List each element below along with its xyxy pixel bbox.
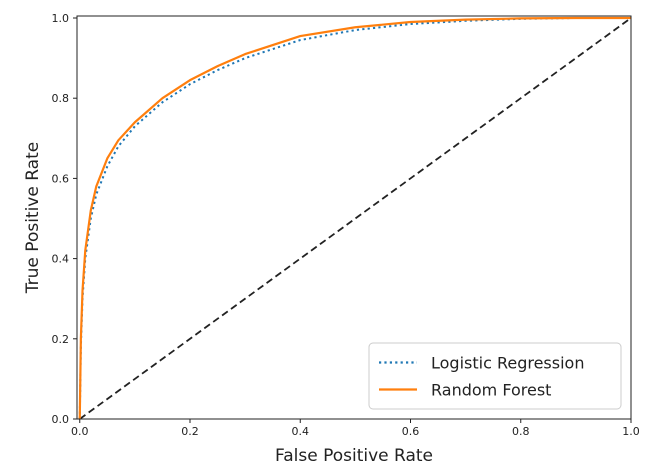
y-tick-label: 0.4 bbox=[52, 253, 70, 266]
y-tick-label: 1.0 bbox=[52, 12, 70, 25]
series-line-logistic-regression bbox=[78, 17, 631, 419]
x-tick-label: 0.6 bbox=[402, 425, 420, 438]
x-tick-label: 0.2 bbox=[181, 425, 199, 438]
x-tick-label: 0.8 bbox=[512, 425, 530, 438]
legend-label: Random Forest bbox=[431, 381, 551, 400]
x-tick-label: 1.0 bbox=[622, 425, 640, 438]
plot-frame bbox=[76, 15, 632, 420]
chance-diagonal-line bbox=[79, 17, 631, 419]
y-tick-label: 0.0 bbox=[52, 413, 70, 426]
y-axis-ticks: 0.0 0.2 0.4 0.6 0.8 1.0 bbox=[52, 12, 77, 426]
plot-layer bbox=[78, 16, 631, 419]
legend-box bbox=[368, 342, 622, 410]
y-axis-title: True Positive Rate bbox=[23, 142, 43, 294]
y-tick-label: 0.8 bbox=[52, 92, 70, 105]
y-tick-label: 0.6 bbox=[52, 172, 70, 185]
y-tick-label: 0.2 bbox=[52, 333, 70, 346]
x-axis-ticks: 0.0 0.2 0.4 0.6 0.8 1.0 bbox=[71, 419, 640, 438]
x-axis-title: False Positive Rate bbox=[275, 446, 433, 466]
legend-label: Logistic Regression bbox=[431, 354, 584, 373]
legend: Logistic Regression Random Forest bbox=[368, 342, 622, 410]
series-line-random-forest bbox=[78, 16, 631, 419]
x-tick-label: 0.0 bbox=[71, 425, 89, 438]
x-tick-label: 0.4 bbox=[292, 425, 310, 438]
